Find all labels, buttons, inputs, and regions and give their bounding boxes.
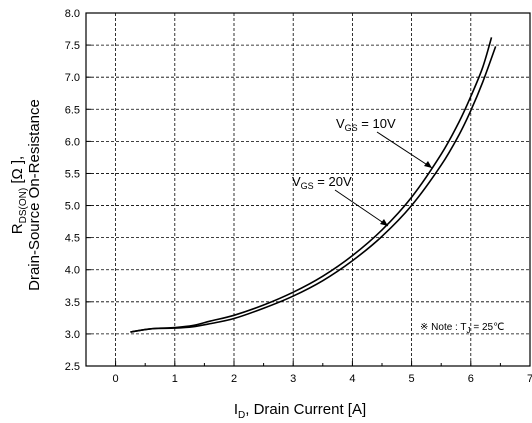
- x-tick-label: 2: [231, 373, 237, 385]
- x-tick-label: 7: [527, 373, 532, 385]
- x-tick-label: 4: [349, 373, 355, 385]
- y-axis-label-main: R: [9, 223, 26, 234]
- y-tick-label: 7.0: [65, 72, 80, 84]
- tick-labels: 0 1 2 3 4 5 6 7 2.5 3.0 3.5 4.0 4.5 5.0 5.5 6.0 6.5 7.0 7.…: [65, 8, 532, 385]
- series-label-vgs-10v: VGS = 10V: [336, 116, 396, 133]
- series-label-vgs-10v-rest: = 10V: [358, 116, 396, 131]
- arrow-vgs-20v: [334, 189, 389, 227]
- series-label-vgs-20v-sub: GS: [301, 181, 314, 191]
- y-tick-label: 4.0: [65, 265, 80, 277]
- x-axis-label-rest: , Drain Current [A]: [245, 401, 366, 418]
- y-axis-label-rest: [Ω ],: [9, 156, 26, 188]
- y-tick-label: 5.5: [65, 168, 80, 180]
- note-sub: J: [467, 326, 471, 335]
- y-tick-label: 7.5: [65, 40, 80, 52]
- arrowhead-vgs-10v: [424, 161, 432, 168]
- x-tick-label: 6: [468, 373, 474, 385]
- arrow-vgs-10v: [376, 131, 433, 169]
- y-tick-label: 6.5: [65, 104, 80, 116]
- x-tick-label: 5: [409, 373, 415, 385]
- y-tick-label: 4.5: [65, 233, 80, 245]
- curves: [130, 37, 497, 333]
- plot-frame: [85, 12, 531, 367]
- grid: [86, 13, 530, 366]
- x-tick-label: 3: [290, 373, 296, 385]
- curve-vgs-10v: [130, 37, 493, 333]
- x-tick-label: 1: [172, 373, 178, 385]
- note-rest: = 25℃: [471, 322, 505, 333]
- series-label-vgs-20v-rest: = 20V: [314, 174, 352, 189]
- y-tick-label: 3.0: [65, 329, 80, 341]
- arrowhead-vgs-20v: [380, 219, 388, 226]
- series-label-vgs-20v: VGS = 20V: [292, 174, 352, 191]
- annotations: VGS = 10V VGS = 20V: [292, 116, 433, 227]
- ticks: [86, 12, 531, 367]
- x-tick-label: 0: [113, 373, 119, 385]
- series-label-vgs-10v-sub: GS: [345, 123, 358, 133]
- curve-vgs-20v: [130, 46, 497, 333]
- x-axis-label-main: I: [234, 401, 238, 418]
- temperature-note: ※ Note : TJ = 25℃: [420, 322, 504, 335]
- x-axis-label: ID, Drain Current [A]: [234, 401, 366, 421]
- y-tick-label: 6.0: [65, 136, 80, 148]
- y-axis-label-line2: Drain-Source On-Resistance: [26, 99, 43, 291]
- y-axis-label-line1: RDS(ON) [Ω ],: [9, 156, 29, 234]
- y-tick-label: 5.0: [65, 201, 80, 213]
- series-label-vgs-10v-main: V: [336, 116, 345, 131]
- note-prefix: ※ Note : T: [420, 322, 467, 333]
- y-axis-label: RDS(ON) [Ω ], Drain-Source On-Resistance: [9, 99, 43, 291]
- y-tick-label: 3.5: [65, 297, 80, 309]
- series-label-vgs-20v-main: V: [292, 174, 301, 189]
- y-tick-label: 8.0: [65, 8, 80, 20]
- y-tick-label: 2.5: [65, 361, 80, 373]
- y-axis-label-sub: DS(ON): [18, 188, 29, 224]
- x-axis-label-sub: D: [238, 410, 245, 421]
